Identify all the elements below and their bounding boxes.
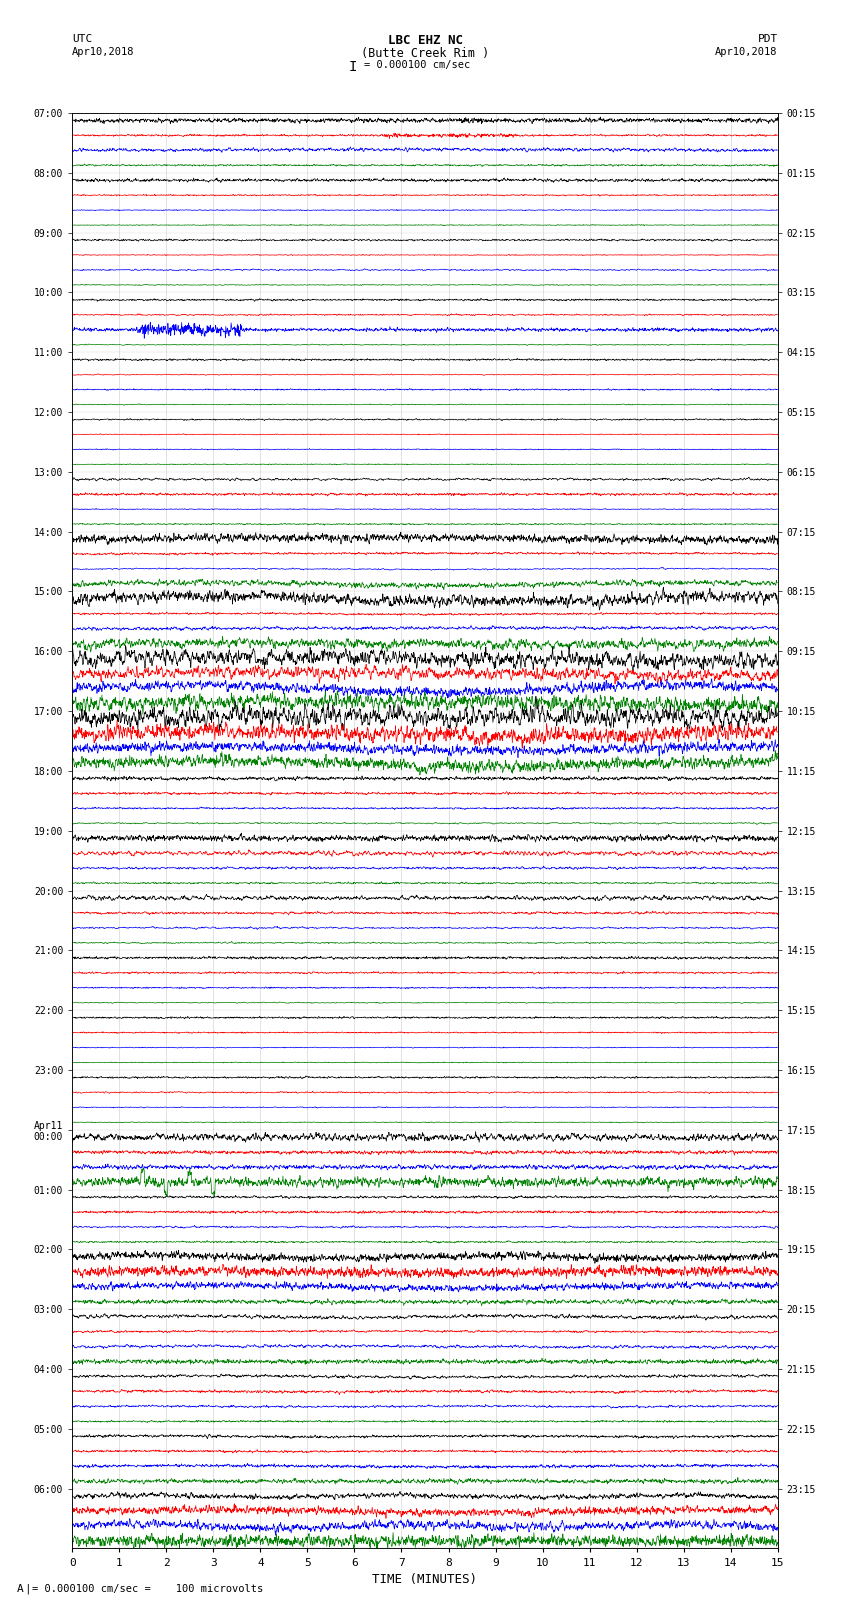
Text: = 0.000100 cm/sec =    100 microvolts: = 0.000100 cm/sec = 100 microvolts	[32, 1584, 264, 1594]
Text: Apr10,2018: Apr10,2018	[72, 47, 135, 56]
Text: A: A	[17, 1584, 24, 1594]
Text: LBC EHZ NC: LBC EHZ NC	[388, 34, 462, 47]
Text: (Butte Creek Rim ): (Butte Creek Rim )	[361, 47, 489, 60]
Text: PDT: PDT	[757, 34, 778, 44]
Text: = 0.000100 cm/sec: = 0.000100 cm/sec	[364, 60, 470, 69]
Text: Apr10,2018: Apr10,2018	[715, 47, 778, 56]
Text: |: |	[24, 1582, 31, 1594]
Text: I: I	[348, 60, 357, 74]
Text: UTC: UTC	[72, 34, 93, 44]
X-axis label: TIME (MINUTES): TIME (MINUTES)	[372, 1573, 478, 1586]
